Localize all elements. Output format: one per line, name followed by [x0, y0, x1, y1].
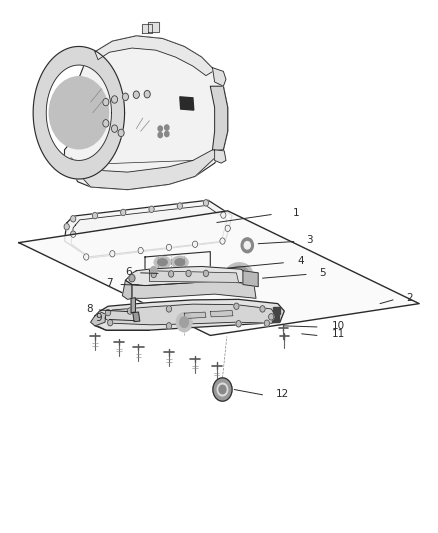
- Circle shape: [112, 96, 117, 103]
- Circle shape: [166, 306, 172, 312]
- Bar: [142, 23, 152, 33]
- Polygon shape: [180, 97, 194, 110]
- Circle shape: [241, 238, 253, 253]
- Circle shape: [71, 216, 76, 222]
- Circle shape: [186, 270, 191, 277]
- Text: 2: 2: [406, 293, 413, 303]
- Ellipse shape: [175, 259, 185, 265]
- Polygon shape: [210, 311, 233, 317]
- Circle shape: [165, 125, 169, 130]
- Circle shape: [151, 271, 156, 278]
- Circle shape: [84, 254, 89, 260]
- Text: 4: 4: [297, 256, 304, 266]
- Circle shape: [122, 93, 128, 101]
- Circle shape: [103, 119, 109, 127]
- Circle shape: [103, 99, 109, 106]
- Circle shape: [138, 247, 143, 254]
- Circle shape: [133, 91, 139, 99]
- Text: 3: 3: [306, 235, 313, 245]
- Polygon shape: [149, 271, 239, 282]
- Circle shape: [151, 266, 157, 274]
- Circle shape: [213, 378, 232, 401]
- Polygon shape: [64, 36, 228, 190]
- Text: 12: 12: [276, 389, 289, 399]
- Circle shape: [244, 241, 251, 249]
- Circle shape: [92, 213, 98, 219]
- Circle shape: [112, 125, 117, 132]
- Polygon shape: [69, 150, 223, 190]
- Circle shape: [219, 385, 226, 394]
- Circle shape: [149, 206, 154, 213]
- Polygon shape: [133, 312, 140, 321]
- Circle shape: [192, 241, 198, 247]
- Polygon shape: [105, 304, 276, 325]
- Text: 9: 9: [95, 313, 102, 324]
- Polygon shape: [184, 312, 206, 318]
- Circle shape: [166, 322, 172, 329]
- Text: 7: 7: [106, 278, 113, 288]
- Text: 6: 6: [125, 267, 132, 277]
- Circle shape: [203, 200, 208, 206]
- Circle shape: [64, 223, 69, 230]
- Ellipse shape: [172, 256, 188, 268]
- Polygon shape: [91, 312, 106, 326]
- Circle shape: [220, 238, 225, 244]
- Polygon shape: [95, 300, 284, 330]
- Circle shape: [221, 212, 226, 218]
- Circle shape: [108, 319, 113, 326]
- Polygon shape: [64, 200, 232, 257]
- Circle shape: [264, 320, 269, 326]
- Polygon shape: [125, 266, 254, 286]
- Circle shape: [106, 310, 111, 316]
- Circle shape: [127, 308, 132, 314]
- Circle shape: [260, 306, 265, 312]
- Circle shape: [110, 251, 115, 257]
- Circle shape: [158, 126, 162, 131]
- Circle shape: [158, 132, 162, 138]
- Circle shape: [49, 77, 109, 149]
- Bar: [272, 316, 279, 322]
- Bar: [148, 22, 159, 31]
- Polygon shape: [243, 271, 258, 287]
- Circle shape: [234, 303, 239, 310]
- Circle shape: [177, 313, 192, 332]
- Ellipse shape: [228, 266, 249, 285]
- Polygon shape: [122, 280, 132, 300]
- Circle shape: [225, 225, 230, 231]
- Polygon shape: [145, 252, 210, 273]
- Circle shape: [180, 317, 188, 327]
- Text: 1: 1: [293, 208, 300, 219]
- Circle shape: [120, 209, 126, 216]
- Polygon shape: [33, 46, 124, 179]
- Circle shape: [177, 203, 183, 209]
- Polygon shape: [95, 36, 215, 76]
- Circle shape: [169, 271, 174, 277]
- Polygon shape: [215, 150, 226, 163]
- Ellipse shape: [154, 256, 171, 268]
- Circle shape: [217, 383, 228, 396]
- Polygon shape: [131, 298, 135, 313]
- Text: 11: 11: [332, 329, 346, 340]
- Circle shape: [129, 274, 135, 282]
- Circle shape: [71, 231, 76, 237]
- Circle shape: [268, 314, 274, 320]
- Text: 5: 5: [319, 268, 326, 278]
- Polygon shape: [132, 281, 256, 298]
- Circle shape: [236, 320, 241, 327]
- Text: 10: 10: [332, 321, 345, 331]
- Text: 8: 8: [86, 304, 93, 314]
- Polygon shape: [210, 86, 228, 150]
- Polygon shape: [212, 68, 226, 86]
- Polygon shape: [19, 211, 419, 335]
- Circle shape: [166, 244, 172, 251]
- Circle shape: [118, 129, 124, 136]
- Circle shape: [165, 131, 169, 136]
- Bar: [272, 307, 280, 314]
- Circle shape: [144, 91, 150, 98]
- Ellipse shape: [224, 263, 253, 288]
- Circle shape: [203, 270, 208, 277]
- Ellipse shape: [158, 259, 167, 266]
